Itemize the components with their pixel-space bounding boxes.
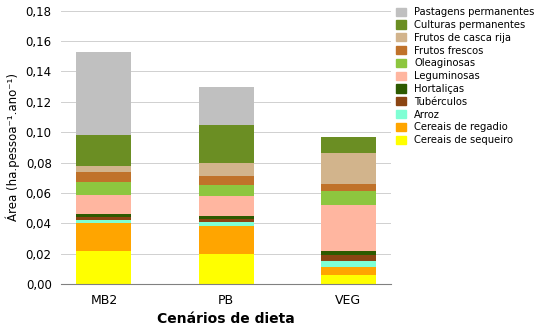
Bar <box>199 219 254 222</box>
Bar <box>199 185 254 196</box>
X-axis label: Cenários de dieta: Cenários de dieta <box>157 312 295 326</box>
Bar <box>199 226 254 254</box>
Bar <box>321 205 376 251</box>
Bar <box>77 195 131 214</box>
Bar <box>321 251 376 255</box>
Bar <box>321 153 376 184</box>
Legend: Pastagens permanentes, Culturas permanentes, Frutos de casca rija, Frutos fresco: Pastagens permanentes, Culturas permanen… <box>394 5 536 147</box>
Bar <box>199 124 254 163</box>
Bar <box>321 137 376 153</box>
Bar <box>321 268 376 275</box>
Bar <box>199 216 254 219</box>
Bar <box>77 223 131 251</box>
Bar <box>199 176 254 185</box>
Bar <box>77 251 131 284</box>
Bar <box>77 220 131 223</box>
Bar <box>199 87 254 124</box>
Bar <box>77 135 131 166</box>
Bar <box>321 255 376 261</box>
Bar <box>77 166 131 172</box>
Bar <box>77 172 131 182</box>
Bar <box>199 163 254 176</box>
Bar <box>321 192 376 205</box>
Bar <box>321 261 376 268</box>
Bar <box>321 275 376 284</box>
Bar <box>77 217 131 220</box>
Bar <box>77 214 131 217</box>
Bar <box>77 52 131 135</box>
Y-axis label: Área (ha.pessoa⁻¹.ano⁻¹): Área (ha.pessoa⁻¹.ano⁻¹) <box>5 73 20 221</box>
Bar <box>199 254 254 284</box>
Bar <box>199 196 254 216</box>
Bar <box>199 222 254 226</box>
Bar <box>321 184 376 192</box>
Bar <box>77 182 131 195</box>
